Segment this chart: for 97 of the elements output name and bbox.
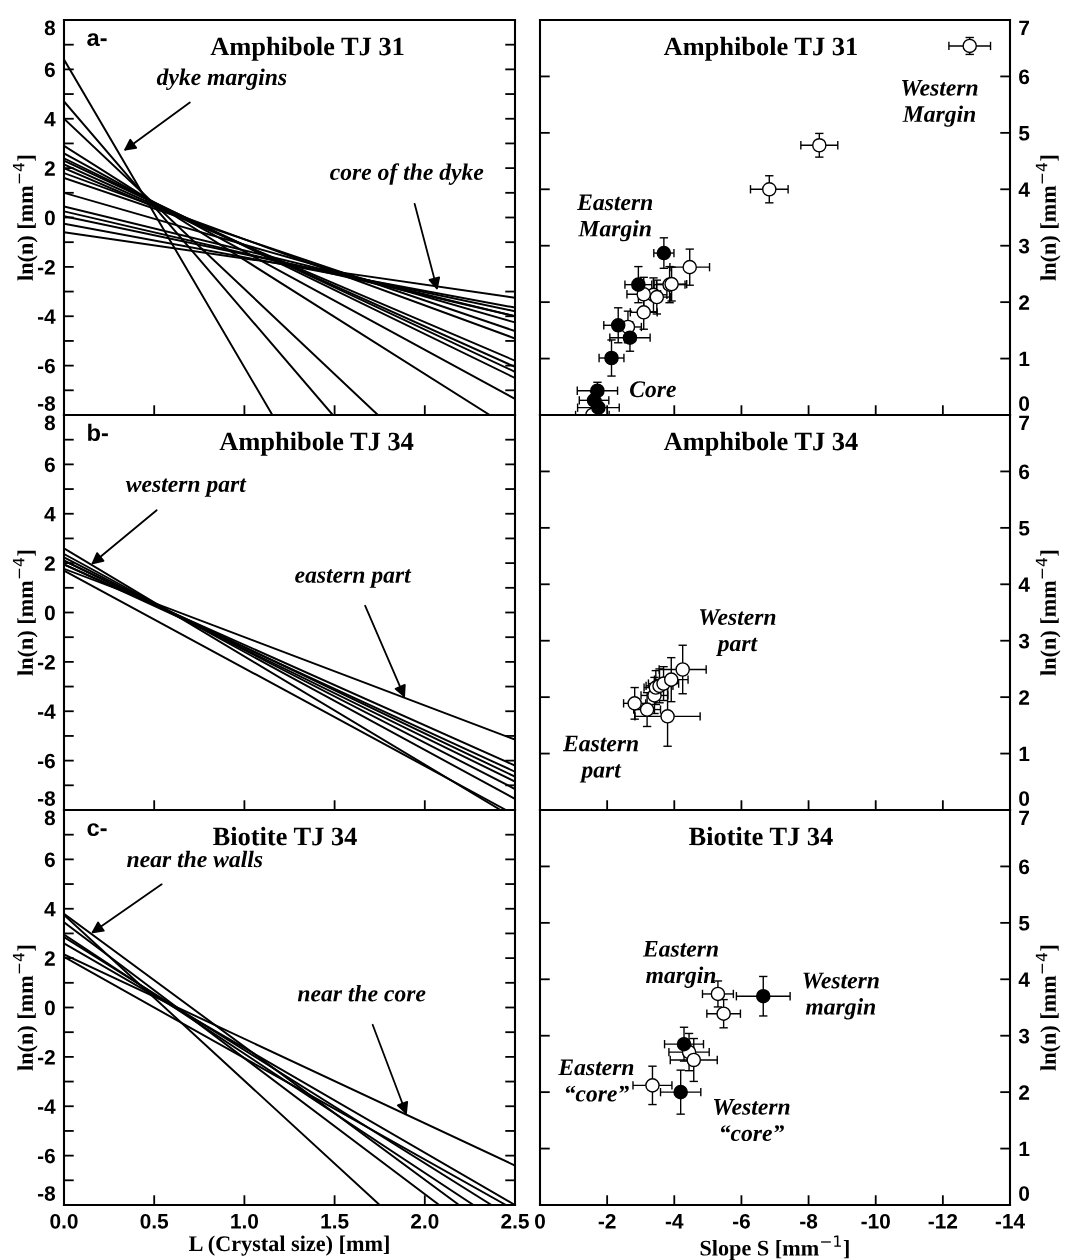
annotation: Eastern part <box>562 735 638 783</box>
y-tick-label: 4 <box>1018 182 1030 197</box>
y-tick-label: -4 <box>37 1099 56 1114</box>
y-tick-label: 6 <box>1019 69 1030 85</box>
annotation: Eastern Margin <box>576 194 653 242</box>
y-tick-label: -6 <box>37 1148 55 1164</box>
y-tick-label: 6 <box>44 62 55 78</box>
annotation: near the core <box>297 984 426 1002</box>
y-tick-label: -8 <box>37 1186 56 1201</box>
y-tick-label: 4 <box>44 901 56 917</box>
annotation: Western part <box>699 609 776 657</box>
y-axis-title: ln(n) [mm$^{−4}$] <box>1035 550 1061 676</box>
y-tick-label: 7 <box>1019 20 1029 36</box>
annotation: core of the dyke <box>330 163 484 185</box>
annotation: Western “core” <box>713 1099 790 1142</box>
y-tick-label: 5 <box>1018 126 1030 141</box>
annotation: Western Margin <box>901 80 978 127</box>
annotation: eastern part <box>295 569 412 588</box>
x-tick-label: -2 <box>598 1213 616 1229</box>
y-tick-label: 1 <box>1019 1141 1030 1157</box>
x-tick-label: 1.0 <box>231 1213 259 1229</box>
y-tick-label: 0 <box>1019 1186 1030 1201</box>
y-axis-title: ln(n) [mm$^{−4}$] <box>12 155 38 281</box>
y-tick-label: 3 <box>1018 1028 1030 1044</box>
y-tick-label: 3 <box>1018 238 1030 254</box>
chart-title: Biotite TJ 34 <box>213 826 357 846</box>
x-tick-label: 0 <box>535 1213 545 1229</box>
y-tick-label: 4 <box>1018 972 1030 987</box>
y-tick-label: 1 <box>1019 351 1030 367</box>
x-axis-title: L (Crystal size) [mm] <box>188 1235 389 1256</box>
y-tick-label: 3 <box>1018 633 1030 649</box>
x-axis-title: Slope S [mm$^{−1}$] <box>700 1235 849 1260</box>
annotation: western part <box>125 478 247 497</box>
y-axis-title: ln(n) [mm$^{−4}$] <box>1035 945 1061 1071</box>
x-tick-label: -10 <box>861 1213 890 1229</box>
text: Amphibole TJ 31 <box>210 36 404 61</box>
x-tick-label: -8 <box>800 1213 818 1229</box>
y-tick-label: -4 <box>37 704 56 719</box>
y-tick-label: -4 <box>37 309 56 324</box>
annotation: dyke margins <box>156 68 287 90</box>
y-tick-label: 4 <box>44 111 56 127</box>
x-tick-label: -12 <box>928 1213 958 1229</box>
y-tick-label: 2 <box>44 951 55 966</box>
annotation: near the walls <box>127 850 263 868</box>
y-tick-label: 0 <box>1019 396 1030 411</box>
y-tick-label: 2 <box>1019 295 1030 310</box>
x-tick-label: 0.0 <box>50 1213 78 1229</box>
y-tick-label: 6 <box>44 457 55 473</box>
text: Amphibole TJ 34 <box>663 431 858 456</box>
annotation: Eastern margin <box>642 941 718 988</box>
x-tick-label: -6 <box>732 1213 750 1229</box>
y-tick-label: -6 <box>37 753 55 769</box>
y-tick-label: 7 <box>1019 810 1029 826</box>
y-tick-label: 5 <box>1018 916 1030 931</box>
y-tick-label: 0 <box>1019 791 1030 806</box>
y-tick-label: -6 <box>37 358 55 374</box>
y-tick-label: -2 <box>37 1049 55 1065</box>
y-tick-label: 8 <box>44 810 56 826</box>
y-tick-label: 0 <box>44 1000 55 1016</box>
y-tick-label: 8 <box>44 20 56 36</box>
y-tick-label: 7 <box>1019 415 1029 431</box>
y-tick-label: 4 <box>1018 577 1030 592</box>
y-tick-label: 6 <box>44 852 55 868</box>
x-tick-label: -4 <box>665 1214 684 1229</box>
y-tick-label: 8 <box>44 415 56 431</box>
annotation: Core <box>629 381 676 398</box>
annotation: Western margin <box>803 972 879 1020</box>
y-tick-label: 5 <box>1018 521 1030 536</box>
y-tick-label: -2 <box>37 259 55 275</box>
y-axis-title: ln(n) [mm$^{−4}$] <box>1035 155 1061 281</box>
y-axis-title: ln(n) [mm$^{−4}$] <box>12 550 38 676</box>
chart-title: Biotite TJ 34 <box>689 826 833 846</box>
y-tick-label: 2 <box>1019 690 1030 705</box>
x-tick-label: -14 <box>995 1214 1025 1229</box>
y-tick-label: -8 <box>37 396 56 411</box>
annotation: b- <box>88 423 108 442</box>
x-tick-label: 2.0 <box>411 1213 439 1229</box>
y-tick-label: 0 <box>44 605 55 621</box>
annotation: c- <box>87 823 107 837</box>
x-tick-label: 0.5 <box>140 1213 169 1229</box>
annotation: Eastern “core” <box>558 1059 634 1102</box>
y-tick-label: -8 <box>37 791 56 806</box>
text: Amphibole TJ 31 <box>663 36 857 61</box>
y-axis-title: ln(n) [mm$^{−4}$] <box>12 945 38 1071</box>
y-tick-label: 1 <box>1019 746 1030 762</box>
y-tick-label: 2 <box>44 161 55 176</box>
x-tick-label: 1.5 <box>321 1214 349 1229</box>
y-tick-label: 6 <box>1019 859 1030 875</box>
x-tick-label: 2.5 <box>501 1213 529 1229</box>
y-tick-label: 2 <box>1019 1085 1030 1100</box>
y-tick-label: 0 <box>44 210 55 226</box>
annotation: a- <box>87 33 107 47</box>
text: Amphibole TJ 34 <box>219 431 414 456</box>
y-tick-label: 2 <box>44 556 55 571</box>
y-tick-label: 4 <box>44 506 56 522</box>
y-tick-label: 6 <box>1019 464 1030 480</box>
y-tick-label: -2 <box>37 654 55 670</box>
